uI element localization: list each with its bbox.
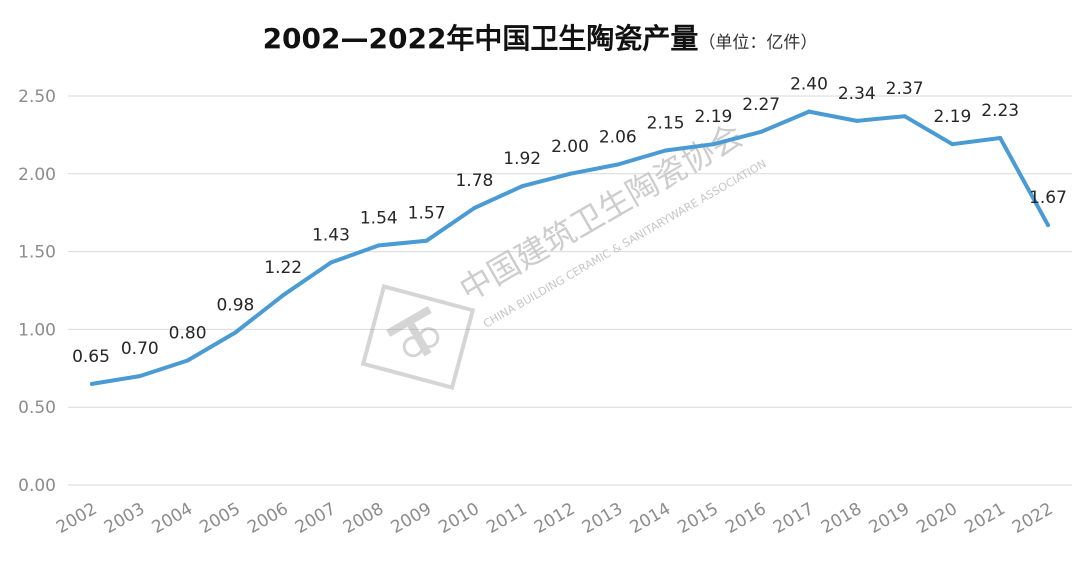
y-tick-label: 0.50 <box>18 398 56 418</box>
x-tick-label: 2019 <box>866 499 913 538</box>
chart-title: 2002—2022年中国卫生陶瓷产量（单位：亿件） <box>263 22 818 55</box>
data-label: 2.40 <box>790 75 828 95</box>
data-labels: 0.65 0.70 0.80 0.98 1.22 1.43 1.54 1.57 1.78 1.92… <box>72 75 1067 367</box>
data-label: 0.65 <box>72 347 110 367</box>
data-label: 2.15 <box>647 113 685 133</box>
x-tick-label: 2005 <box>196 499 243 538</box>
x-tick-label: 2014 <box>627 499 674 538</box>
data-label: 2.23 <box>981 101 1019 121</box>
chart-title-unit: （单位：亿件） <box>698 33 817 53</box>
data-label: 2.19 <box>933 107 971 127</box>
x-tick-label: 2022 <box>1009 499 1056 538</box>
data-point <box>807 109 811 114</box>
data-label: 1.57 <box>408 204 446 224</box>
x-tick-label: 2010 <box>435 499 482 538</box>
data-label: 2.37 <box>886 79 924 99</box>
x-tick-label: 2018 <box>818 499 865 538</box>
watermark-logo <box>360 284 476 390</box>
y-axis-tick-labels: 0.00 0.50 1.00 1.50 2.00 2.50 <box>18 87 56 496</box>
y-tick-label: 0.00 <box>18 476 56 496</box>
data-label: 2.19 <box>694 107 732 127</box>
x-tick-label: 2008 <box>340 499 387 538</box>
chart-title-main: 2002—2022年中国卫生陶瓷产量 <box>263 22 699 55</box>
data-label: 2.06 <box>599 127 637 147</box>
x-tick-label: 2011 <box>483 499 530 538</box>
data-label: 2.34 <box>838 84 876 104</box>
data-label: 1.22 <box>264 258 302 278</box>
data-label: 0.70 <box>121 339 159 359</box>
data-point <box>615 162 620 167</box>
y-tick-label: 2.00 <box>18 165 56 185</box>
data-point <box>854 118 859 123</box>
data-point <box>902 114 907 119</box>
data-point <box>759 129 764 134</box>
data-point <box>520 184 525 189</box>
x-tick-label: 2009 <box>388 499 435 538</box>
y-tick-label: 1.50 <box>18 243 56 263</box>
data-point <box>90 381 94 386</box>
x-tick-label: 2002 <box>53 499 100 538</box>
data-point <box>329 260 333 265</box>
x-tick-label: 2015 <box>674 499 721 538</box>
x-tick-label: 2013 <box>579 499 626 538</box>
x-tick-label: 2016 <box>722 499 769 538</box>
data-label: 2.00 <box>551 137 589 157</box>
data-label: 1.78 <box>455 171 493 191</box>
data-point <box>998 136 1003 141</box>
data-label: 0.98 <box>216 296 254 316</box>
data-point <box>1046 223 1050 228</box>
y-tick-label: 2.50 <box>18 87 56 107</box>
data-label: 1.67 <box>1029 188 1067 208</box>
data-point <box>185 358 190 363</box>
data-point <box>424 238 429 243</box>
data-label: 2.27 <box>742 95 780 115</box>
x-tick-label: 2021 <box>961 499 1008 538</box>
data-point <box>711 142 716 147</box>
data-point <box>137 374 142 379</box>
x-tick-label: 2007 <box>292 499 339 538</box>
data-label: 0.80 <box>169 324 207 344</box>
data-point <box>950 142 955 147</box>
data-label: 1.43 <box>312 225 350 245</box>
data-point <box>663 148 668 153</box>
series-layer <box>90 109 1050 386</box>
x-tick-label: 2020 <box>913 499 960 538</box>
y-tick-label: 1.00 <box>18 320 56 340</box>
x-tick-label: 2003 <box>101 499 148 538</box>
data-label: 1.54 <box>360 208 398 228</box>
x-tick-label: 2017 <box>770 499 817 538</box>
x-tick-label: 2012 <box>531 499 578 538</box>
data-label: 1.92 <box>503 149 541 169</box>
data-point <box>472 206 477 211</box>
data-point <box>568 171 572 176</box>
data-point <box>376 243 381 248</box>
data-point <box>233 330 238 335</box>
x-axis-tick-labels: 2002 2003 2004 2005 2006 2007 2008 2009 2010 2011… <box>53 499 1056 538</box>
data-point <box>281 293 286 298</box>
x-tick-label: 2004 <box>149 499 196 538</box>
x-tick-label: 2006 <box>244 499 291 538</box>
